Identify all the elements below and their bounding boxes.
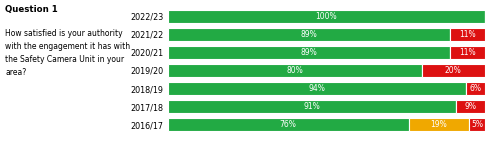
Text: 20%: 20% xyxy=(445,66,462,75)
Bar xyxy=(168,10,485,23)
Bar xyxy=(168,46,450,59)
Text: 76%: 76% xyxy=(280,120,296,129)
Bar xyxy=(168,100,457,113)
Text: 11%: 11% xyxy=(459,48,476,57)
Bar xyxy=(168,64,422,77)
Text: 6%: 6% xyxy=(470,84,482,93)
Text: 9%: 9% xyxy=(464,102,476,111)
Text: 89%: 89% xyxy=(300,48,317,57)
Text: 94%: 94% xyxy=(308,84,325,93)
Bar xyxy=(456,100,485,113)
Bar xyxy=(450,28,485,41)
Text: Question 1: Question 1 xyxy=(5,5,58,14)
Text: 91%: 91% xyxy=(304,102,320,111)
Bar xyxy=(168,82,466,95)
Text: 19%: 19% xyxy=(430,120,448,129)
Text: 89%: 89% xyxy=(300,30,317,39)
Bar xyxy=(409,118,469,131)
Bar xyxy=(469,118,485,131)
Bar xyxy=(168,118,409,131)
Bar xyxy=(168,28,450,41)
Text: How satisfied is your authority
with the engagement it has with
the Safety Camer: How satisfied is your authority with the… xyxy=(5,29,130,77)
Text: 100%: 100% xyxy=(316,12,337,21)
Bar xyxy=(422,64,485,77)
Bar xyxy=(466,82,485,95)
Text: 11%: 11% xyxy=(459,30,476,39)
Text: 80%: 80% xyxy=(286,66,303,75)
Text: 5%: 5% xyxy=(471,120,483,129)
Bar xyxy=(450,46,485,59)
